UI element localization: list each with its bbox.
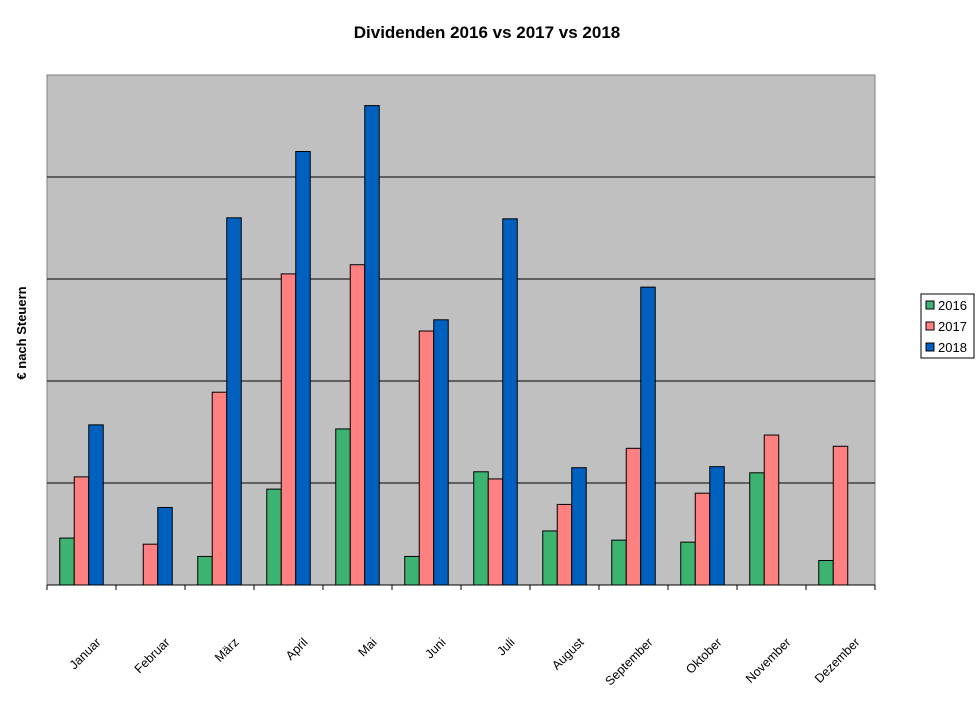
bar-2017-mai [349, 264, 366, 586]
bar-2016-mai [335, 428, 351, 586]
x-tick-label: März [212, 635, 242, 665]
x-tick-label: Oktober [683, 635, 724, 676]
bar-2018-april [295, 151, 311, 586]
bar-2017-januar [73, 476, 90, 586]
x-tick-label: April [283, 635, 311, 663]
legend-label-2018: 2018 [938, 340, 967, 355]
bar-2017-juni [418, 330, 435, 586]
bar-2016-oktober [680, 541, 696, 586]
x-tick-label: Februar [132, 635, 173, 676]
bar-2018-februar [157, 506, 173, 586]
x-tick-label: Juni [423, 635, 449, 661]
plot-background [46, 74, 876, 586]
bar-2016-november [749, 472, 765, 586]
bar-2018-märz [226, 217, 242, 586]
legend: 2016 2017 2018 [920, 293, 975, 359]
bar-2016-juni [404, 555, 420, 586]
bar-2017-februar [142, 543, 159, 586]
bar-2017-april [280, 273, 297, 586]
y-axis-label: € nach Steuern [14, 286, 29, 379]
bar-2017-juli [487, 478, 504, 586]
bar-2017-dezember [832, 445, 849, 586]
x-tick-label: September [602, 635, 655, 688]
bar-2016-april [266, 488, 282, 586]
bar-2016-dezember [818, 560, 834, 586]
legend-swatch-2017 [925, 321, 935, 331]
bar-2018-juni [433, 319, 449, 586]
legend-label-2016: 2016 [938, 298, 967, 313]
legend-swatch-2016 [925, 300, 935, 310]
bar-2016-august [542, 530, 558, 586]
bar-2018-august [571, 467, 587, 586]
bar-2017-märz [211, 391, 228, 586]
bar-2016-juli [473, 471, 489, 586]
bar-2018-september [640, 286, 656, 586]
bar-2017-november [763, 434, 780, 586]
bar-2017-oktober [694, 492, 711, 586]
bar-2018-mai [364, 105, 380, 586]
x-tick-label: Juli [494, 635, 517, 658]
bar-2018-juli [502, 218, 518, 586]
bar-2018-oktober [709, 466, 725, 586]
x-tick-label: Dezember [812, 635, 863, 686]
chart-title: Dividenden 2016 vs 2017 vs 2018 [354, 23, 621, 42]
bar-2016-januar [59, 537, 75, 586]
bar-2017-september [625, 447, 642, 586]
x-tick-label: November [743, 635, 794, 686]
x-tick-label: Januar [67, 635, 104, 672]
plot-area: Januar Februar März April Mai Juni Juli August S… [46, 74, 876, 688]
x-tick-label: Mai [355, 635, 379, 659]
legend-label-2017: 2017 [938, 319, 967, 334]
bar-2018-januar [88, 424, 104, 586]
legend-swatch-2018 [925, 342, 935, 352]
bar-2016-september [611, 539, 627, 586]
bar-2017-august [556, 503, 573, 586]
x-tick-label: August [549, 635, 587, 673]
bar-2016-märz [197, 555, 213, 586]
